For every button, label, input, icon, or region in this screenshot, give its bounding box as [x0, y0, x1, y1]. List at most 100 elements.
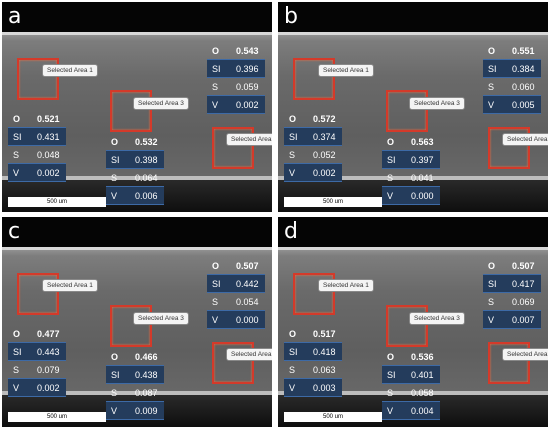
composition-table: O 0.536 SI 0.401 S 0.058 V 0.004: [382, 348, 440, 420]
element-fraction: 0.507: [512, 260, 535, 271]
table-row: O 0.507: [483, 257, 541, 275]
scale-bar: 500 um: [8, 197, 106, 207]
table-row: S 0.048: [8, 146, 66, 164]
element-fraction: 0.000: [411, 190, 434, 201]
panel-letter: a: [8, 4, 22, 29]
element-fraction: 0.521: [37, 113, 60, 124]
element-fraction: 0.064: [135, 172, 158, 183]
table-row: S 0.054: [207, 293, 265, 311]
element-fraction: 0.417: [512, 278, 535, 289]
element-fraction: 0.079: [37, 364, 60, 375]
element-symbol: S: [13, 149, 20, 160]
selected-area-label: Selected Area 3: [133, 97, 189, 110]
table-row: SI 0.401: [382, 366, 440, 384]
element-symbol: S: [111, 172, 118, 183]
composition-table: O 0.517 SI 0.418 S 0.063 V 0.003: [284, 325, 342, 397]
element-fraction: 0.374: [313, 131, 336, 142]
scale-bar-label: 500 um: [322, 414, 343, 420]
element-fraction: 0.006: [135, 190, 158, 201]
table-row: SI 0.442: [207, 275, 265, 293]
selected-area-box: [17, 58, 59, 100]
element-symbol: S: [111, 387, 118, 398]
element-fraction: 0.054: [236, 296, 259, 307]
element-symbol: SI: [13, 131, 22, 142]
composition-table: O 0.563 SI 0.397 S 0.041 V 0.000: [382, 133, 440, 205]
scale-bar-label: 500 um: [322, 199, 343, 205]
selected-area-box: [386, 305, 428, 347]
element-fraction: 0.397: [411, 154, 434, 165]
element-symbol: V: [111, 405, 118, 416]
element-fraction: 0.517: [313, 328, 336, 339]
composition-table: O 0.572 SI 0.374 S 0.052 V 0.002: [284, 110, 342, 182]
table-row: V 0.003: [284, 379, 342, 397]
element-symbol: O: [289, 328, 297, 339]
selected-area-label: Selected Area 2: [226, 348, 272, 361]
element-symbol: O: [488, 45, 496, 56]
selected-area-label: Selected Area 3: [409, 97, 465, 110]
scale-bar-label: 500 um: [46, 199, 67, 205]
table-row: S 0.064: [106, 169, 164, 187]
table-row: O 0.532: [106, 133, 164, 151]
element-fraction: 0.466: [135, 351, 158, 362]
element-fraction: 0.442: [236, 278, 259, 289]
element-fraction: 0.000: [236, 314, 259, 325]
table-row: V 0.009: [106, 402, 164, 420]
table-row: O 0.521: [8, 110, 66, 128]
table-row: SI 0.431: [8, 128, 66, 146]
table-row: S 0.041: [382, 169, 440, 187]
composition-table: O 0.521 SI 0.431 S 0.048 V 0.002: [8, 110, 66, 182]
scale-bar: 500 um: [8, 412, 106, 422]
selected-area-box: [386, 90, 428, 132]
panel-letter: b: [284, 4, 298, 29]
element-symbol: S: [387, 172, 394, 183]
selected-area-label: Selected Area 1: [42, 64, 98, 77]
table-row: V 0.005: [483, 96, 541, 114]
element-fraction: 0.069: [512, 296, 535, 307]
element-fraction: 0.059: [236, 81, 259, 92]
table-row: S 0.058: [382, 384, 440, 402]
table-row: V 0.007: [483, 311, 541, 329]
sem-panel-a: a Selected Area 1 O 0.521 SI 0.431 S 0.048 V 0.00…: [2, 2, 272, 212]
element-symbol: V: [387, 190, 394, 201]
element-fraction: 0.572: [313, 113, 336, 124]
element-symbol: SI: [111, 154, 120, 165]
table-row: SI 0.396: [207, 60, 265, 78]
background-strip: [2, 2, 272, 32]
table-row: V 0.002: [207, 96, 265, 114]
table-row: S 0.060: [483, 78, 541, 96]
selected-area-label: Selected Area 2: [502, 133, 548, 146]
table-row: SI 0.374: [284, 128, 342, 146]
composition-table: O 0.543 SI 0.396 S 0.059 V 0.002: [207, 42, 265, 114]
table-row: V 0.006: [106, 187, 164, 205]
element-symbol: O: [488, 260, 496, 271]
table-row: O 0.536: [382, 348, 440, 366]
table-row: SI 0.384: [483, 60, 541, 78]
element-symbol: SI: [111, 369, 120, 380]
element-symbol: O: [13, 328, 21, 339]
element-fraction: 0.007: [512, 314, 535, 325]
element-symbol: V: [289, 382, 296, 393]
element-symbol: SI: [387, 154, 396, 165]
element-symbol: V: [488, 314, 495, 325]
scale-bar: 500 um: [284, 197, 382, 207]
element-symbol: O: [111, 351, 119, 362]
element-fraction: 0.048: [37, 149, 60, 160]
scale-bar: 500 um: [284, 412, 382, 422]
table-row: V 0.000: [207, 311, 265, 329]
element-symbol: V: [212, 99, 219, 110]
background-strip: [278, 217, 548, 247]
table-row: V 0.000: [382, 187, 440, 205]
element-symbol: V: [111, 190, 118, 201]
selected-area-box: [212, 127, 254, 169]
sem-panel-c: c Selected Area 1 O 0.477 SI 0.443 S 0.079 V 0.00…: [2, 217, 272, 427]
sem-panel-b: b Selected Area 1 O 0.572 SI 0.374 S 0.052 V 0.00…: [278, 2, 548, 212]
table-row: O 0.572: [284, 110, 342, 128]
selected-area-box: [110, 90, 152, 132]
composition-table: O 0.532 SI 0.398 S 0.064 V 0.006: [106, 133, 164, 205]
table-row: SI 0.398: [106, 151, 164, 169]
element-fraction: 0.384: [512, 63, 535, 74]
panel-letter: c: [8, 219, 21, 244]
element-symbol: SI: [289, 346, 298, 357]
selected-area-box: [212, 342, 254, 384]
composition-table: O 0.507 SI 0.417 S 0.069 V 0.007: [483, 257, 541, 329]
